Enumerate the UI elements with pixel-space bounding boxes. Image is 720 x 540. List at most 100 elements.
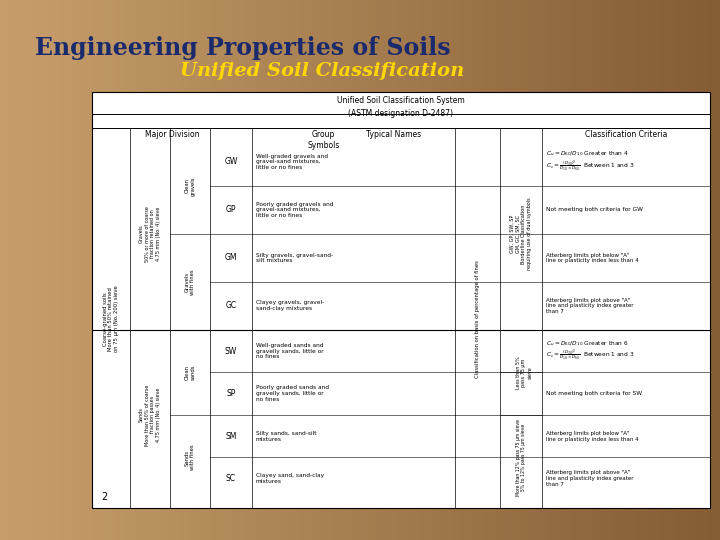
Bar	[236, 0, 239, 540]
Bar	[9, 0, 12, 540]
Text: Coarse-grained soils
More than 50% retained
on 75 µm (No. 200) sieve: Coarse-grained soils More than 50% retai…	[103, 286, 120, 353]
Bar	[202, 0, 205, 540]
Bar	[503, 0, 506, 540]
Bar	[549, 0, 552, 540]
Bar	[509, 0, 512, 540]
Bar	[99, 0, 102, 540]
Bar	[48, 0, 50, 540]
Bar	[220, 0, 222, 540]
Bar	[53, 0, 56, 540]
Bar	[348, 0, 351, 540]
Bar	[568, 0, 571, 540]
Text: Gravels
50% or more of coarse
fraction retained on
4.75 mm (No. 4) sieve: Gravels 50% or more of coarse fraction r…	[139, 206, 161, 262]
Bar	[540, 0, 543, 540]
Bar	[487, 0, 490, 540]
Bar	[512, 0, 515, 540]
Bar	[642, 0, 644, 540]
Bar	[155, 0, 158, 540]
Bar	[261, 0, 264, 540]
Bar	[132, 0, 135, 540]
Text: Poorly graded sands and
gravelly sands, little or
no fines: Poorly graded sands and gravelly sands, …	[256, 386, 329, 402]
Bar	[630, 0, 633, 540]
Bar	[506, 0, 509, 540]
Bar	[34, 0, 37, 540]
Bar	[431, 0, 433, 540]
Bar	[239, 0, 242, 540]
Bar	[559, 0, 562, 540]
Bar	[0, 0, 3, 540]
Bar	[104, 0, 107, 540]
Bar	[124, 0, 127, 540]
Bar	[28, 0, 31, 540]
Bar	[582, 0, 585, 540]
Bar	[410, 0, 413, 540]
Bar	[419, 0, 422, 540]
Bar	[109, 0, 112, 540]
Bar	[222, 0, 225, 540]
Bar	[284, 0, 287, 540]
Text: Typical Names: Typical Names	[366, 130, 421, 139]
Bar	[495, 0, 498, 540]
Bar	[639, 0, 642, 540]
Bar	[652, 0, 655, 540]
Bar	[701, 0, 703, 540]
Text: Well-graded gravels and
gravel-sand mixtures,
little or no fines: Well-graded gravels and gravel-sand mixt…	[256, 154, 328, 170]
Bar	[450, 0, 453, 540]
Bar	[416, 0, 419, 540]
Text: GC: GC	[225, 301, 237, 310]
Text: Gravels
with fines: Gravels with fines	[184, 269, 195, 295]
Bar	[644, 0, 647, 540]
Bar	[428, 0, 431, 540]
Bar	[441, 0, 444, 540]
Bar	[171, 0, 174, 540]
Text: Engineering Properties of Soils: Engineering Properties of Soils	[35, 36, 451, 60]
Bar	[3, 0, 6, 540]
Bar	[183, 0, 186, 540]
Bar	[112, 0, 115, 540]
Bar	[515, 0, 518, 540]
Text: GM: GM	[225, 253, 238, 262]
Bar	[433, 0, 436, 540]
Bar	[279, 0, 282, 540]
Bar	[714, 0, 717, 540]
Bar	[588, 0, 590, 540]
Bar	[292, 0, 295, 540]
Bar	[523, 0, 526, 540]
Bar	[31, 0, 34, 540]
Bar	[270, 0, 273, 540]
Bar	[528, 0, 531, 540]
Bar	[107, 0, 109, 540]
Bar	[382, 0, 385, 540]
Bar	[531, 0, 534, 540]
Bar	[84, 0, 87, 540]
Bar	[546, 0, 549, 540]
Bar	[605, 0, 608, 540]
Bar	[245, 0, 248, 540]
Bar	[613, 0, 616, 540]
Bar	[267, 0, 270, 540]
Bar	[672, 0, 675, 540]
Bar	[627, 0, 630, 540]
Bar	[87, 0, 90, 540]
Bar	[307, 0, 310, 540]
Bar	[618, 0, 621, 540]
Bar	[596, 0, 599, 540]
Text: Clean
gravels: Clean gravels	[184, 176, 195, 195]
Text: Clean
sands: Clean sands	[184, 364, 195, 380]
Bar	[90, 0, 93, 540]
Bar	[624, 0, 627, 540]
Bar	[264, 0, 267, 540]
Bar	[310, 0, 312, 540]
Bar	[92, 92, 710, 508]
Bar	[408, 0, 410, 540]
Bar	[37, 0, 40, 540]
Bar	[678, 0, 680, 540]
Bar	[301, 0, 304, 540]
Text: Classification Criteria: Classification Criteria	[585, 130, 667, 139]
Bar	[621, 0, 624, 540]
Bar	[332, 0, 335, 540]
Bar	[71, 0, 73, 540]
Bar	[467, 0, 469, 540]
Bar	[372, 0, 374, 540]
Text: Sands
More than 50% of coarse
fraction passes
4.75 mm (No. 4) sieve: Sands More than 50% of coarse fraction p…	[139, 384, 161, 445]
